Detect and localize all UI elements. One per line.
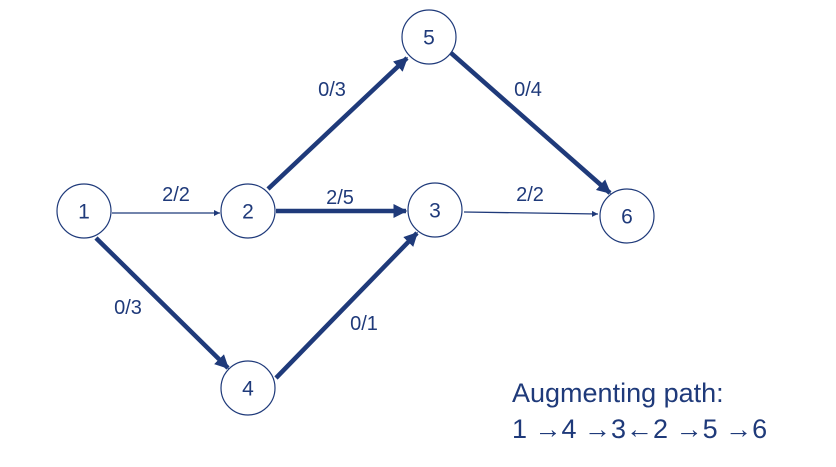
edge-1-4 [94, 236, 230, 370]
node-5: 5 [401, 9, 457, 65]
node-6-label: 6 [621, 206, 633, 229]
edge-4-3 [274, 231, 419, 380]
edge-label-5-6: 0/4 [514, 79, 542, 101]
edge-5-6 [449, 51, 612, 195]
caption-title: Augmenting path: [512, 378, 724, 408]
node-1-label: 1 [78, 201, 90, 224]
node-2: 2 [220, 183, 276, 239]
edge-3-6 [463, 210, 599, 217]
edge-2-5 [266, 56, 409, 191]
node-2-label: 2 [242, 201, 254, 224]
node-3: 3 [407, 182, 463, 238]
edge-label-2-5: 0/3 [318, 79, 346, 101]
node-3-label: 3 [429, 200, 441, 223]
edge-label-3-6: 2/2 [516, 184, 544, 206]
node-4: 4 [220, 360, 276, 416]
edge-label-1-4: 0/3 [114, 297, 142, 319]
caption-path: 1 →4 →3←2 →5 →6 [512, 414, 768, 444]
edge-label-1-2: 2/2 [162, 184, 190, 206]
node-1: 1 [56, 183, 112, 239]
augmenting-path-caption: Augmenting path: 1 →4 →3←2 →5 →6 [512, 375, 767, 447]
node-6: 6 [599, 188, 655, 244]
edge-label-2-3: 2/5 [326, 187, 354, 209]
node-5-label: 5 [423, 27, 435, 50]
node-4-label: 4 [242, 378, 254, 401]
edge-label-4-3: 0/1 [350, 313, 378, 335]
